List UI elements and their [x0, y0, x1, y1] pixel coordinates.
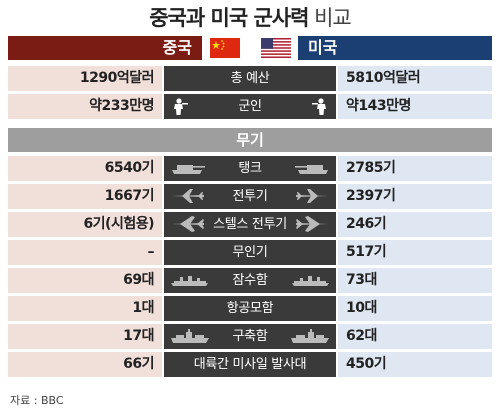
submarine-icon — [171, 276, 208, 286]
row-icbm: 66기 대륙간 미사일 발사대 450기 — [8, 352, 492, 377]
page-title: 중국과 미국 군사력 비교 — [0, 3, 500, 33]
soldier-icon — [174, 98, 188, 115]
tank-icon — [172, 165, 205, 174]
row-label: 항공모함 — [164, 296, 336, 321]
usa-header: 미국 — [298, 36, 492, 60]
tank-icon — [295, 165, 328, 174]
row-label: 군인 — [164, 94, 336, 119]
usa-value: 450기 — [338, 352, 492, 377]
china-value: 69대 — [8, 268, 162, 293]
row-label: 무인기 — [164, 240, 336, 265]
usa-flag-icon — [261, 38, 291, 58]
title-suffix: 비교 — [314, 6, 352, 30]
submarine-icon — [292, 276, 329, 286]
row-budget: 1290억달러 총 예산 5810억달러 — [8, 66, 492, 91]
row-label: 잠수함 — [164, 268, 336, 293]
fighter-jet-icon — [172, 189, 204, 203]
row-label: 탱크 — [164, 156, 336, 181]
usa-value: 10대 — [338, 296, 492, 321]
row-label: 대륙간 미사일 발사대 — [164, 352, 336, 377]
fighter-jet-icon — [296, 189, 328, 203]
china-value: 1대 — [8, 296, 162, 321]
china-value: 6기(시험용) — [8, 212, 162, 237]
row-tank: 6540기 탱크 2785기 — [8, 156, 492, 181]
row-carrier: 1대 항공모함 10대 — [8, 296, 492, 321]
china-value: 1667기 — [8, 184, 162, 209]
section-weapons: 무기 — [8, 128, 492, 152]
china-value: 약233만명 — [8, 94, 162, 119]
source-credit: 자료 : BBC — [10, 394, 64, 407]
china-value: 6540기 — [8, 156, 162, 181]
row-label: 총 예산 — [164, 66, 336, 91]
usa-value: 약143만명 — [338, 94, 492, 119]
row-drone: – 무인기 517기 — [8, 240, 492, 265]
row-destroyer: 17대 구축함 62대 — [8, 324, 492, 349]
title-main: 중국과 미국 군사력 — [149, 6, 309, 30]
row-label: 스텔스 전투기 — [164, 212, 336, 237]
china-value: – — [8, 240, 162, 265]
row-label: 구축함 — [164, 324, 336, 349]
row-soldiers: 약233만명 군인 약143만명 — [8, 94, 492, 119]
stealth-jet-icon — [172, 216, 204, 232]
row-stealth: 6기(시험용) 스텔스 전투기 246기 — [8, 212, 492, 237]
china-value: 1290억달러 — [8, 66, 162, 91]
row-label: 전투기 — [164, 184, 336, 209]
china-value: 66기 — [8, 352, 162, 377]
usa-value: 517기 — [338, 240, 492, 265]
china-flag-icon — [210, 38, 240, 58]
usa-value: 2785기 — [338, 156, 492, 181]
china-header: 중국 — [8, 36, 202, 60]
usa-value: 5810억달러 — [338, 66, 492, 91]
usa-value: 246기 — [338, 212, 492, 237]
row-submarine: 69대 잠수함 73대 — [8, 268, 492, 293]
row-fighter: 1667기 전투기 2397기 — [8, 184, 492, 209]
soldier-icon — [312, 98, 326, 115]
destroyer-icon — [171, 329, 209, 343]
stealth-jet-icon — [296, 216, 328, 232]
china-value: 17대 — [8, 324, 162, 349]
destroyer-icon — [291, 329, 329, 343]
usa-value: 73대 — [338, 268, 492, 293]
usa-value: 2397기 — [338, 184, 492, 209]
usa-value: 62대 — [338, 324, 492, 349]
